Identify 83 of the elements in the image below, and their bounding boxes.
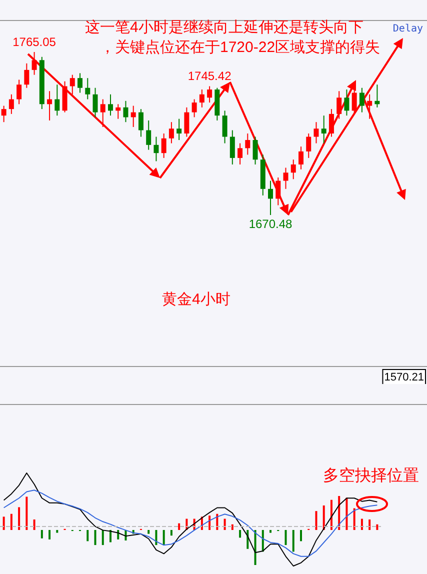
bar bbox=[86, 530, 89, 542]
bar bbox=[102, 530, 104, 546]
bar bbox=[56, 530, 58, 533]
candlestick bbox=[161, 133, 166, 158]
annotation: ，关键点位还在于1720-22区域支撑的得失 bbox=[100, 39, 380, 56]
bar bbox=[376, 524, 378, 530]
bar bbox=[315, 511, 318, 530]
candlestick bbox=[290, 159, 296, 180]
candlestick bbox=[336, 90, 342, 120]
candlestick bbox=[283, 167, 288, 190]
candlestick bbox=[321, 115, 326, 144]
candlestick bbox=[192, 98, 197, 118]
candlestick bbox=[328, 108, 334, 138]
bar bbox=[18, 507, 20, 530]
bar bbox=[26, 496, 28, 530]
candlestick bbox=[54, 84, 60, 116]
candlestick bbox=[222, 110, 228, 144]
bar bbox=[300, 530, 302, 542]
candlestick bbox=[314, 122, 319, 144]
text: 这一笔4小时是继续向上延伸还是转头向下 bbox=[85, 19, 364, 36]
bar bbox=[162, 530, 165, 546]
candlestick bbox=[24, 62, 30, 88]
bar bbox=[170, 530, 172, 536]
candlestick bbox=[1, 105, 6, 123]
candlestick bbox=[130, 105, 136, 128]
candlestick bbox=[8, 94, 14, 114]
candlestick bbox=[154, 136, 159, 162]
candlestick bbox=[199, 88, 204, 108]
bar bbox=[109, 530, 112, 542]
candlestick bbox=[116, 104, 121, 120]
bar bbox=[148, 530, 150, 534]
candlestick bbox=[367, 94, 372, 120]
bar bbox=[48, 530, 51, 540]
candlestick bbox=[268, 180, 274, 216]
bar bbox=[239, 530, 242, 538]
candlestick bbox=[16, 79, 22, 105]
bar bbox=[368, 519, 371, 530]
candlestick bbox=[374, 84, 380, 108]
annotation: 1670.48 bbox=[248, 217, 293, 231]
bar bbox=[40, 530, 43, 538]
candlestick bbox=[123, 100, 128, 123]
bar bbox=[33, 519, 36, 530]
candlestick bbox=[207, 86, 212, 104]
candlestick bbox=[252, 136, 258, 165]
candlestick bbox=[32, 52, 37, 76]
candlestick bbox=[100, 98, 106, 128]
candlestick bbox=[92, 87, 98, 118]
text: 1570.21 bbox=[384, 372, 424, 384]
candlestick bbox=[138, 108, 144, 138]
bar bbox=[270, 530, 272, 533]
candlestick bbox=[359, 87, 364, 113]
bar bbox=[284, 530, 287, 546]
candlestick bbox=[230, 130, 235, 165]
candlestick bbox=[146, 120, 152, 150]
candlestick bbox=[245, 133, 250, 156]
bar bbox=[330, 500, 332, 530]
candlestick bbox=[176, 118, 182, 141]
candlestick bbox=[70, 74, 75, 95]
candlestick bbox=[352, 87, 357, 114]
bar bbox=[178, 523, 180, 530]
candlestick bbox=[168, 122, 174, 144]
text: 黄金4小时 bbox=[162, 291, 230, 308]
candlestick bbox=[184, 106, 190, 138]
candlestick bbox=[108, 94, 113, 116]
candlestick bbox=[276, 177, 281, 206]
candlestick bbox=[306, 133, 312, 158]
annotation: 1765.05 bbox=[12, 35, 56, 49]
text: Delay bbox=[392, 24, 424, 34]
annotation: 多空抉择位置 bbox=[323, 466, 419, 484]
bar bbox=[94, 530, 96, 546]
candlestick bbox=[238, 142, 243, 165]
candlestick bbox=[78, 72, 83, 94]
bar bbox=[346, 498, 348, 530]
candlestick bbox=[344, 88, 350, 116]
bar bbox=[231, 524, 234, 530]
candlestick bbox=[85, 78, 90, 100]
candlestick bbox=[298, 146, 304, 170]
bar bbox=[322, 505, 325, 530]
annotation: 1745.42 bbox=[188, 69, 232, 84]
candlestick bbox=[47, 90, 52, 121]
bar bbox=[292, 530, 294, 552]
bar bbox=[155, 530, 158, 546]
bar bbox=[10, 514, 12, 530]
